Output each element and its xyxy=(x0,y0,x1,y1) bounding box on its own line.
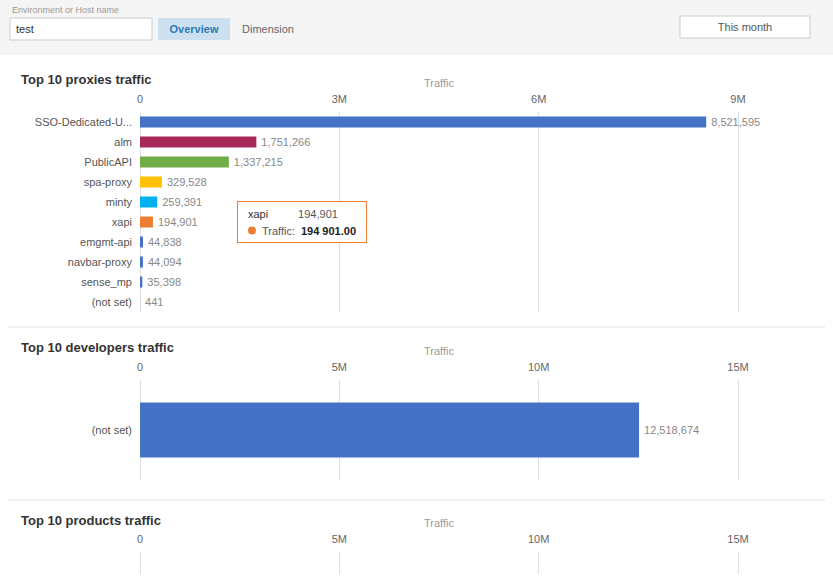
svg-text:35,398: 35,398 xyxy=(147,276,181,288)
svg-text:5M: 5M xyxy=(332,533,347,545)
svg-text:5M: 5M xyxy=(332,361,347,373)
svg-text:10M: 10M xyxy=(528,361,549,373)
svg-text:194,901: 194,901 xyxy=(158,216,198,228)
svg-text:9M: 9M xyxy=(730,93,745,105)
svg-text:0: 0 xyxy=(137,361,143,373)
svg-text:navbar-proxy: navbar-proxy xyxy=(68,256,133,268)
svg-text:This month: This month xyxy=(718,21,772,33)
svg-text:Top 10 proxies traffic: Top 10 proxies traffic xyxy=(21,72,152,87)
svg-text:1,751,266: 1,751,266 xyxy=(261,136,310,148)
svg-text:Overview: Overview xyxy=(170,23,219,35)
svg-text:6M: 6M xyxy=(531,93,546,105)
svg-text:0: 0 xyxy=(137,93,143,105)
svg-text:3M: 3M xyxy=(332,93,347,105)
svg-text:15M: 15M xyxy=(727,533,748,545)
svg-text:Traffic: Traffic xyxy=(424,517,454,529)
svg-text:44,094: 44,094 xyxy=(148,256,182,268)
svg-text:12,518,674: 12,518,674 xyxy=(644,424,699,436)
svg-text:Environment or Host name: Environment or Host name xyxy=(12,5,119,15)
svg-text:15M: 15M xyxy=(727,361,748,373)
svg-text:329,528: 329,528 xyxy=(167,176,207,188)
svg-text:194,901: 194,901 xyxy=(298,208,338,220)
svg-text:xapi: xapi xyxy=(112,216,132,228)
svg-text:SSO-Dedicated-U...: SSO-Dedicated-U... xyxy=(35,116,132,128)
svg-text:Traffic: Traffic xyxy=(424,77,454,89)
svg-text:10M: 10M xyxy=(528,533,549,545)
svg-text:Traffic: Traffic xyxy=(424,345,454,357)
svg-text:minty: minty xyxy=(106,196,133,208)
svg-text:Traffic:: Traffic: xyxy=(262,225,295,237)
svg-text:test: test xyxy=(16,23,34,35)
svg-text:Top 10 developers traffic: Top 10 developers traffic xyxy=(21,340,174,355)
svg-text:0: 0 xyxy=(137,533,143,545)
svg-text:441: 441 xyxy=(145,296,163,308)
svg-text:spa-proxy: spa-proxy xyxy=(84,176,133,188)
svg-text:alm: alm xyxy=(114,136,132,148)
svg-text:8,521,595: 8,521,595 xyxy=(711,116,760,128)
svg-text:PublicAPI: PublicAPI xyxy=(84,156,132,168)
svg-text:1,337,215: 1,337,215 xyxy=(234,156,283,168)
svg-text:194 901.00: 194 901.00 xyxy=(301,225,356,237)
svg-text:sense_mp: sense_mp xyxy=(81,276,132,288)
svg-text:xapi: xapi xyxy=(248,208,268,220)
svg-text:259,391: 259,391 xyxy=(162,196,202,208)
svg-text:(not set): (not set) xyxy=(92,296,132,308)
svg-text:(not set): (not set) xyxy=(92,424,132,436)
svg-text:Dimension: Dimension xyxy=(242,23,294,35)
svg-text:emgmt-api: emgmt-api xyxy=(80,236,132,248)
svg-text:44,838: 44,838 xyxy=(148,236,182,248)
svg-text:Top 10 products traffic: Top 10 products traffic xyxy=(21,513,161,528)
